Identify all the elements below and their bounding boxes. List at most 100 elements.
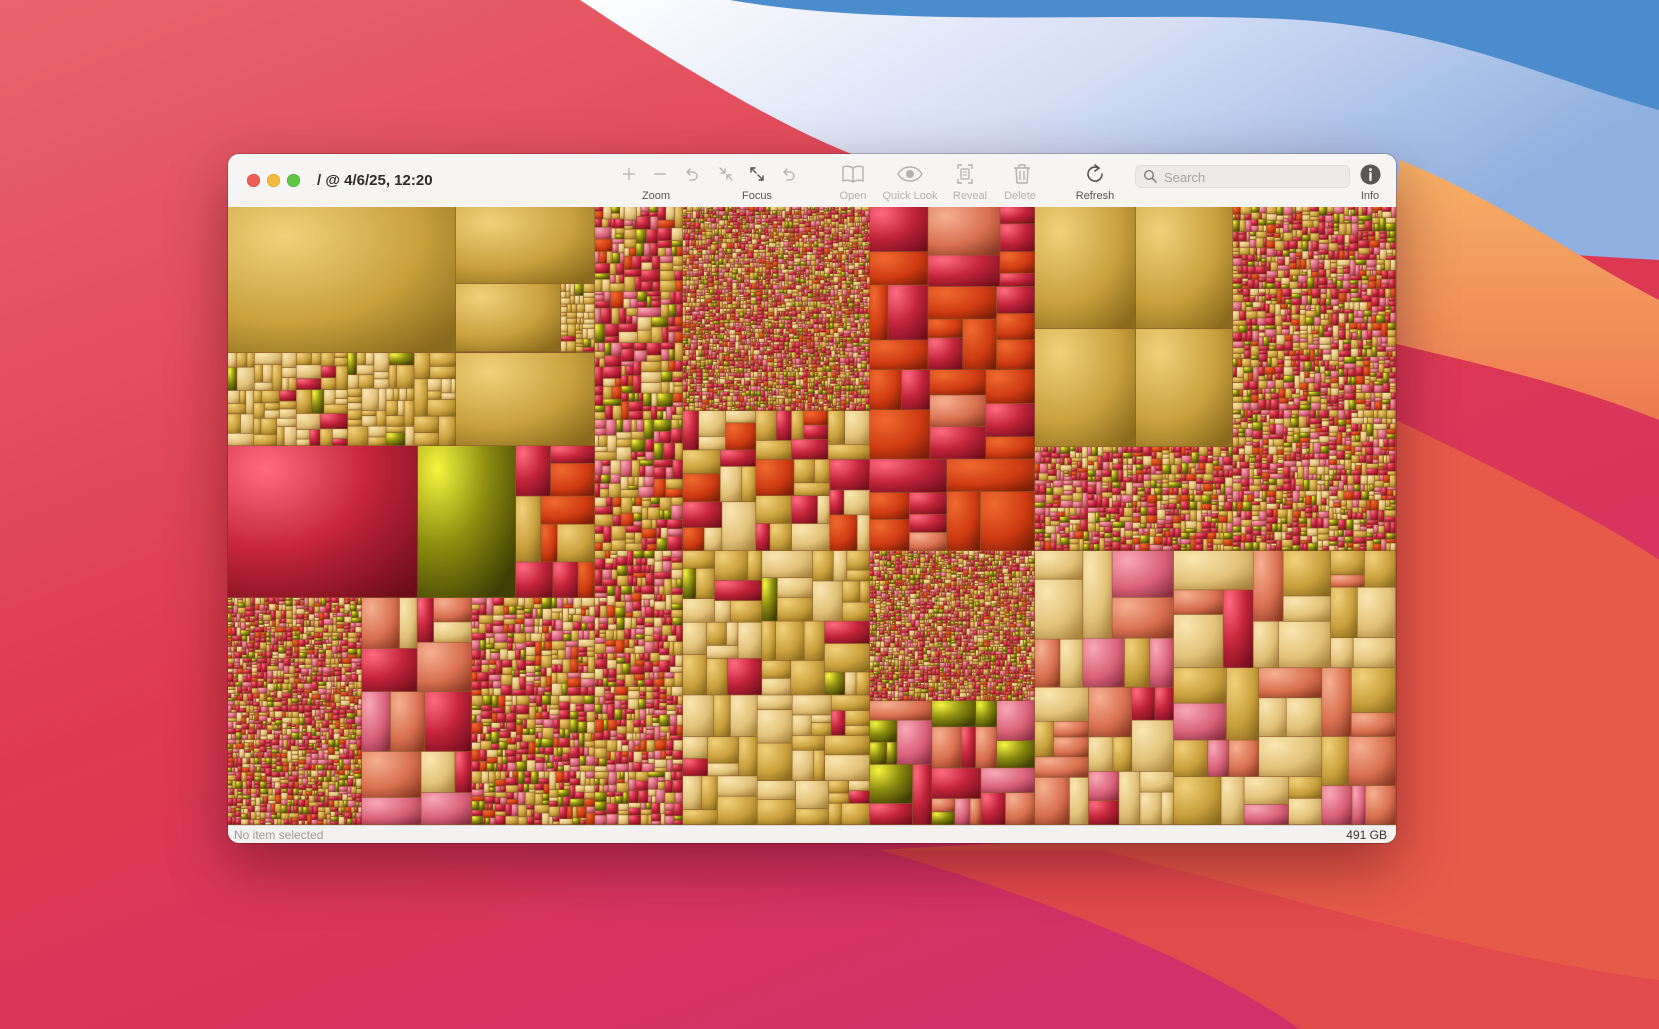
treemap-cell[interactable] <box>786 260 788 264</box>
treemap-cell[interactable] <box>836 407 839 411</box>
treemap-cell[interactable] <box>717 373 720 378</box>
treemap-cell[interactable] <box>690 285 692 290</box>
treemap-cell[interactable] <box>788 236 791 242</box>
treemap-cell[interactable] <box>269 604 276 610</box>
treemap-cell[interactable] <box>868 389 870 394</box>
treemap-cell[interactable] <box>296 378 321 390</box>
treemap-cell[interactable] <box>535 719 543 725</box>
treemap-cell[interactable] <box>683 385 688 392</box>
treemap-cell[interactable] <box>289 813 299 818</box>
treemap-cell[interactable] <box>818 380 822 384</box>
treemap-cell[interactable] <box>690 271 693 277</box>
treemap-cell[interactable] <box>862 207 870 211</box>
treemap-cell[interactable] <box>754 272 759 280</box>
treemap-cell[interactable] <box>531 809 535 817</box>
treemap-cell[interactable] <box>570 778 580 785</box>
treemap-cell[interactable] <box>735 312 740 314</box>
treemap-cell[interactable] <box>267 610 271 615</box>
treemap-cell[interactable] <box>730 263 735 265</box>
treemap-cell[interactable] <box>691 360 697 365</box>
treemap-cell[interactable] <box>620 275 624 284</box>
treemap-cell[interactable] <box>331 770 335 777</box>
treemap-cell[interactable] <box>763 263 766 267</box>
treemap-cell[interactable] <box>744 373 751 378</box>
treemap-cell[interactable] <box>734 222 740 225</box>
treemap-cell[interactable] <box>552 821 560 825</box>
treemap-cell[interactable] <box>796 215 799 217</box>
treemap-cell[interactable] <box>656 519 668 528</box>
treemap-cell[interactable] <box>842 237 846 239</box>
treemap-cell[interactable] <box>849 295 855 298</box>
treemap-cell[interactable] <box>702 234 706 236</box>
treemap-cell[interactable] <box>778 407 782 411</box>
zoom-in-button[interactable] <box>618 164 640 184</box>
treemap-cell[interactable] <box>773 285 779 290</box>
treemap-cell[interactable] <box>617 556 628 566</box>
treemap-cell[interactable] <box>237 798 243 803</box>
treemap-cell[interactable] <box>801 283 804 287</box>
treemap-cell[interactable] <box>507 633 514 638</box>
treemap-cell[interactable] <box>582 328 587 339</box>
treemap-cell[interactable] <box>326 814 331 819</box>
treemap-cell[interactable] <box>581 606 589 610</box>
treemap-cell[interactable] <box>683 260 687 263</box>
treemap-cell[interactable] <box>339 791 348 794</box>
treemap-cell[interactable] <box>557 665 563 673</box>
treemap-cell[interactable] <box>509 606 517 615</box>
treemap-cell[interactable] <box>570 785 575 799</box>
treemap-cell[interactable] <box>832 407 836 411</box>
treemap-cell[interactable] <box>595 291 604 295</box>
treemap-cell[interactable] <box>575 346 583 352</box>
treemap-cell[interactable] <box>735 405 738 408</box>
treemap-cell[interactable] <box>847 289 851 293</box>
treemap-cell[interactable] <box>616 234 624 239</box>
treemap-cell[interactable] <box>700 296 705 299</box>
treemap-cell[interactable] <box>553 719 560 729</box>
treemap-cell[interactable] <box>762 212 766 215</box>
treemap-cell[interactable] <box>750 372 754 377</box>
treemap-cell[interactable] <box>386 416 404 427</box>
treemap-cell[interactable] <box>300 600 305 602</box>
treemap-cell[interactable] <box>331 676 334 682</box>
treemap-cell[interactable] <box>733 215 740 218</box>
treemap-cell[interactable] <box>390 691 425 752</box>
treemap-cell[interactable] <box>750 258 753 263</box>
treemap-cell[interactable] <box>315 776 318 785</box>
treemap-cell[interactable] <box>729 267 733 273</box>
treemap-cell[interactable] <box>773 259 778 262</box>
treemap-cell[interactable] <box>712 229 715 236</box>
treemap-cell[interactable] <box>864 222 868 225</box>
treemap-cell[interactable] <box>846 323 851 326</box>
treemap-cell[interactable] <box>840 365 845 369</box>
treemap-cell[interactable] <box>633 375 641 393</box>
treemap-cell[interactable] <box>779 296 782 302</box>
treemap-cell[interactable] <box>800 379 804 386</box>
treemap-cell[interactable] <box>282 632 287 641</box>
treemap-cell[interactable] <box>307 814 312 825</box>
treemap-cell[interactable] <box>719 278 724 282</box>
treemap-cell[interactable] <box>602 569 612 579</box>
treemap-cell[interactable] <box>259 716 267 721</box>
treemap-cell[interactable] <box>785 316 792 320</box>
treemap-cell[interactable] <box>817 495 830 524</box>
treemap-cell[interactable] <box>631 452 637 460</box>
treemap-cell[interactable] <box>260 642 266 650</box>
treemap-cell[interactable] <box>602 542 612 551</box>
treemap-cell[interactable] <box>272 769 277 772</box>
treemap-cell[interactable] <box>808 368 812 370</box>
treemap-cell[interactable] <box>721 343 723 347</box>
treemap-cell[interactable] <box>824 264 827 268</box>
treemap-cell[interactable] <box>855 378 859 386</box>
treemap-cell[interactable] <box>759 249 766 253</box>
treemap-cell[interactable] <box>814 380 818 387</box>
treemap-cell[interactable] <box>792 293 799 296</box>
treemap-cell[interactable] <box>346 739 350 749</box>
treemap-cell[interactable] <box>828 444 870 460</box>
treemap-cell[interactable] <box>552 673 557 684</box>
treemap-cell[interactable] <box>748 361 751 365</box>
treemap-cell[interactable] <box>797 266 801 272</box>
treemap-cell[interactable] <box>683 411 699 450</box>
treemap-cell[interactable] <box>619 308 626 324</box>
treemap-cell[interactable] <box>272 364 282 391</box>
treemap-cell[interactable] <box>238 603 246 608</box>
